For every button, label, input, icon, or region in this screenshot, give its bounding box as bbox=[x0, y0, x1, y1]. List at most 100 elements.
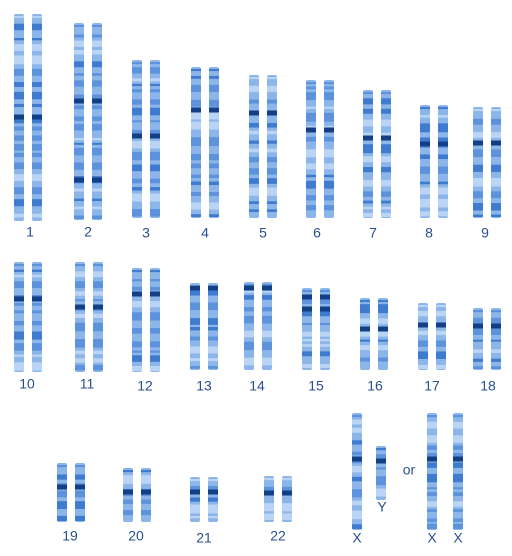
band bbox=[352, 440, 362, 445]
chromatid bbox=[92, 23, 102, 220]
band bbox=[150, 141, 160, 149]
band bbox=[363, 98, 373, 105]
band bbox=[363, 156, 373, 163]
band bbox=[190, 318, 200, 325]
band bbox=[75, 291, 85, 296]
band bbox=[453, 473, 463, 483]
band bbox=[491, 328, 501, 335]
band bbox=[320, 298, 330, 304]
band bbox=[123, 475, 133, 484]
band bbox=[320, 307, 330, 317]
band bbox=[150, 209, 160, 217]
band bbox=[427, 492, 437, 497]
band bbox=[427, 518, 437, 522]
chromosome bbox=[14, 14, 42, 221]
band bbox=[74, 73, 84, 76]
chromosome-label: 18 bbox=[480, 378, 496, 394]
band bbox=[376, 448, 386, 451]
centromere bbox=[132, 291, 142, 297]
band bbox=[376, 454, 386, 463]
band bbox=[75, 299, 85, 302]
chromosome bbox=[74, 23, 102, 220]
band bbox=[74, 142, 84, 145]
band bbox=[74, 80, 84, 87]
band bbox=[420, 115, 430, 118]
band bbox=[420, 166, 430, 174]
band bbox=[209, 137, 219, 147]
band bbox=[150, 178, 160, 184]
chromosome bbox=[473, 107, 501, 218]
centromere bbox=[208, 285, 218, 291]
band bbox=[32, 37, 42, 41]
band bbox=[302, 307, 312, 317]
band bbox=[473, 328, 483, 335]
band bbox=[14, 16, 24, 19]
band bbox=[208, 326, 218, 331]
band bbox=[491, 131, 501, 138]
band bbox=[378, 345, 388, 351]
band bbox=[491, 214, 501, 217]
chromosome-label: 5 bbox=[259, 225, 267, 241]
band bbox=[92, 188, 102, 192]
band bbox=[418, 351, 428, 359]
band bbox=[264, 478, 274, 481]
band bbox=[352, 451, 362, 456]
band bbox=[32, 302, 42, 306]
band bbox=[209, 75, 219, 79]
band bbox=[491, 339, 501, 342]
band bbox=[473, 202, 483, 211]
band bbox=[267, 201, 277, 204]
band bbox=[381, 200, 391, 204]
band bbox=[74, 137, 84, 141]
band bbox=[209, 84, 219, 93]
centromere bbox=[208, 489, 218, 495]
band bbox=[150, 164, 160, 172]
band bbox=[438, 154, 448, 160]
centromere bbox=[74, 177, 84, 183]
band bbox=[92, 94, 102, 100]
chromosome bbox=[360, 298, 388, 370]
band bbox=[320, 338, 330, 342]
band bbox=[376, 488, 386, 497]
band bbox=[190, 358, 200, 362]
chromosome-label: X bbox=[427, 530, 437, 546]
band bbox=[491, 191, 501, 199]
band bbox=[75, 313, 85, 318]
chromosome-label: 20 bbox=[128, 528, 144, 544]
band bbox=[249, 148, 259, 153]
band bbox=[427, 415, 437, 418]
band bbox=[491, 358, 501, 362]
band bbox=[324, 82, 334, 85]
band bbox=[420, 181, 430, 185]
band bbox=[208, 504, 218, 514]
band bbox=[209, 181, 219, 186]
band bbox=[473, 349, 483, 353]
band bbox=[473, 214, 483, 217]
band bbox=[74, 147, 84, 156]
band bbox=[93, 299, 103, 302]
chromatid bbox=[427, 413, 437, 530]
band bbox=[92, 116, 102, 121]
band bbox=[381, 191, 391, 197]
band bbox=[244, 290, 254, 293]
centromere bbox=[92, 98, 102, 104]
band bbox=[249, 168, 259, 175]
band bbox=[267, 148, 277, 153]
centromere bbox=[190, 285, 200, 291]
band bbox=[420, 137, 430, 142]
band bbox=[32, 199, 42, 207]
band bbox=[191, 214, 201, 217]
band bbox=[262, 290, 272, 293]
band bbox=[306, 92, 316, 101]
band bbox=[363, 119, 373, 127]
band bbox=[209, 112, 219, 120]
band bbox=[306, 163, 316, 170]
chromatid bbox=[453, 413, 463, 530]
chromosome-label: 3 bbox=[142, 225, 150, 241]
centromere bbox=[32, 296, 42, 302]
band bbox=[324, 112, 334, 122]
band bbox=[306, 106, 316, 109]
connector-label: or bbox=[403, 462, 416, 478]
band bbox=[14, 310, 24, 314]
